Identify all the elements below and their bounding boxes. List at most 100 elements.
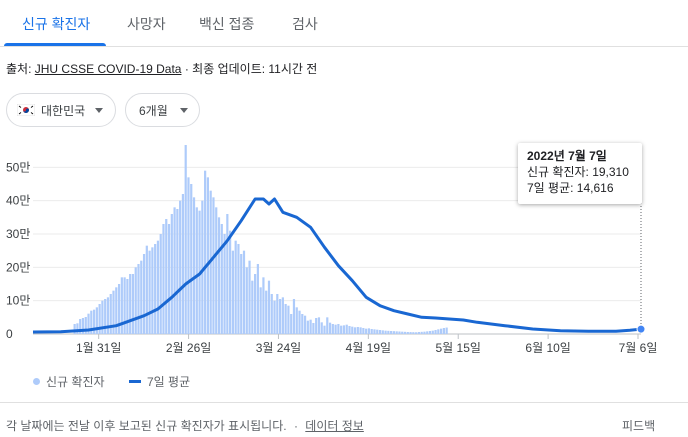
case-bar (303, 315, 307, 334)
x-tick-label: 7월 6일 (619, 341, 658, 355)
case-bar (365, 328, 368, 334)
case-bar (229, 230, 232, 334)
data-info-link[interactable]: 데이터 정보 (305, 419, 364, 433)
x-tick-label: 5월 15일 (436, 341, 481, 355)
case-bar (165, 219, 168, 334)
seven-day-average-line (32, 197, 642, 334)
case-bar (320, 322, 323, 334)
case-bar (140, 260, 143, 334)
tab-vaccination[interactable]: 백신 접종 (199, 16, 255, 32)
south-korea-flag-icon (17, 104, 35, 116)
case-bar (401, 331, 404, 334)
case-bar (142, 254, 146, 334)
case-bar (309, 319, 312, 334)
case-bar (370, 329, 373, 334)
case-bar (90, 310, 93, 334)
x-tick-label: 2월 26일 (166, 341, 211, 355)
active-tab-indicator (4, 43, 106, 46)
case-bar (317, 317, 321, 334)
x-axis: 1월 31일 2월 26일 3월 24일 4월 19일 5월 15일 6월 10일 7월 6… (76, 334, 657, 355)
case-bar (323, 325, 326, 334)
case-bar (387, 330, 390, 334)
case-bar (292, 299, 296, 334)
case-bar (145, 245, 148, 334)
footer-divider (0, 402, 688, 403)
y-tick-label: 40만 (6, 194, 30, 208)
case-bar (173, 207, 176, 334)
case-bar (73, 324, 76, 334)
tab-testing[interactable]: 검사 (292, 16, 318, 32)
period-dropdown[interactable]: 6개월 (125, 93, 200, 127)
case-bar (351, 326, 354, 334)
y-tick-label: 20만 (6, 260, 30, 274)
case-bar (201, 200, 204, 334)
case-bar (262, 277, 265, 334)
case-bar (176, 209, 179, 334)
case-bar (306, 320, 309, 334)
tab-deaths[interactable]: 사망자 (127, 16, 166, 32)
case-bar (445, 327, 448, 334)
feedback-link[interactable]: 피드백 (622, 417, 655, 434)
case-bar (106, 297, 110, 334)
case-bar (254, 274, 257, 334)
footer-note-row: 각 날짜에는 전날 이후 보고된 신규 확진자가 표시됩니다. · 데이터 정보 (6, 417, 364, 434)
x-tick-label: 1월 31일 (76, 341, 121, 355)
case-bar (162, 224, 165, 334)
case-bar (267, 280, 271, 334)
country-dropdown[interactable]: 대한민국 (6, 93, 116, 127)
case-bar (278, 299, 282, 334)
case-bar (392, 331, 396, 334)
case-bar (84, 317, 87, 334)
y-tick-label: 30만 (6, 227, 30, 241)
tab-new-cases[interactable]: 신규 확진자 (22, 16, 91, 32)
case-bar (367, 328, 371, 334)
x-tick-label: 4월 19일 (346, 341, 391, 355)
case-bar (315, 318, 318, 334)
case-bar (395, 331, 398, 334)
cases-chart[interactable]: 0 10만 20만 30만 40만 50만 1월 31일 2월 26일 3월 24일 4월 19… (0, 0, 688, 360)
case-bars (73, 145, 448, 334)
y-axis: 0 10만 20만 30만 40만 50만 (6, 160, 30, 341)
legend-line-swatch (129, 380, 141, 383)
case-bar (270, 294, 273, 334)
case-bar (98, 304, 101, 334)
case-bar (428, 331, 432, 334)
case-bar (409, 332, 412, 334)
footer-separator: · (293, 419, 298, 433)
case-bar (234, 240, 237, 334)
case-bar (337, 324, 340, 334)
legend-average: 7일 평균 (129, 373, 190, 390)
case-bar (195, 207, 198, 334)
case-bar (92, 309, 96, 334)
case-bar (217, 217, 221, 334)
hover-point (636, 324, 646, 334)
case-bar (190, 184, 193, 334)
case-bar (426, 331, 429, 334)
case-bar (381, 330, 384, 334)
case-bar (112, 290, 115, 334)
case-bar (123, 277, 126, 334)
case-bar (204, 170, 207, 334)
case-bar (312, 323, 315, 334)
case-bar (334, 324, 337, 334)
legend-average-label: 7일 평균 (147, 375, 191, 389)
case-bar (412, 332, 415, 334)
legend-bar-swatch (33, 378, 40, 385)
footer-note: 각 날짜에는 전날 이후 보고된 신규 확진자가 표시됩니다. (6, 419, 287, 433)
case-bar (76, 323, 79, 334)
x-tick-label: 6월 10일 (525, 341, 570, 355)
case-bar (331, 324, 334, 334)
source-link[interactable]: JHU CSSE COVID-19 Data (34, 62, 182, 76)
chart-tooltip: 2022년 7월 7일 신규 확진자: 19,310 7일 평균: 14,616 (518, 143, 642, 204)
y-tick-label: 50만 (6, 160, 30, 174)
case-bar (442, 328, 445, 334)
case-bar (251, 280, 254, 334)
case-bar (362, 328, 365, 334)
last-updated: · 최종 업데이트: 11시간 전 (184, 62, 318, 76)
case-bar (87, 313, 90, 334)
case-bar (276, 294, 279, 334)
case-bar (192, 197, 196, 334)
source-prefix: 출처: (6, 62, 32, 76)
case-bar (220, 224, 223, 334)
case-bar (359, 327, 362, 334)
